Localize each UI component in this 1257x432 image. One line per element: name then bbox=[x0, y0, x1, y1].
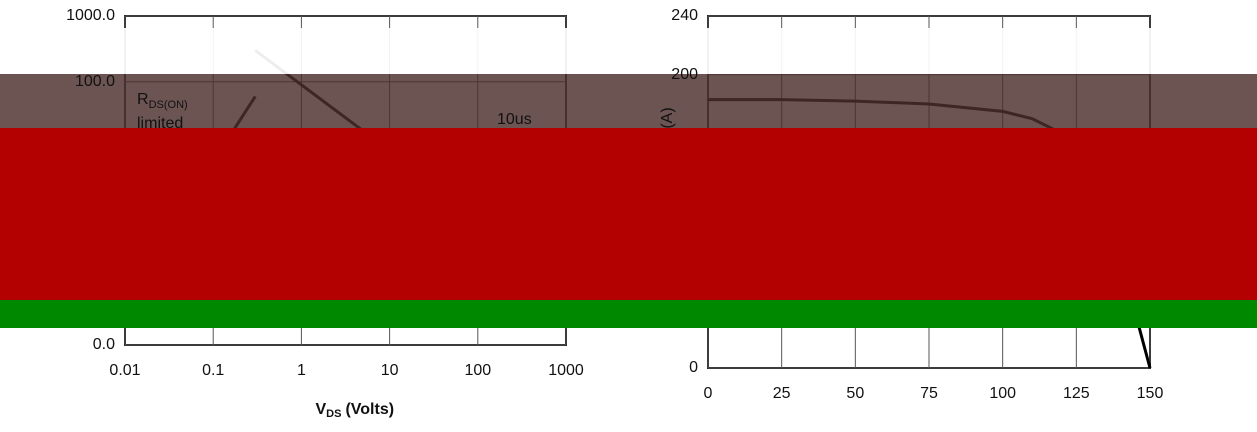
annotation-part: DS(ON) bbox=[149, 99, 188, 111]
y-tick-label: 1000.0 bbox=[66, 7, 115, 24]
annotation-part: R bbox=[137, 91, 149, 108]
glitch-bands bbox=[0, 28, 1257, 328]
glitch-dark bbox=[0, 74, 1257, 128]
annotation: 10us bbox=[497, 111, 532, 128]
y-tick-label: 100.0 bbox=[75, 73, 115, 90]
y-tick-label: 240 bbox=[671, 7, 698, 24]
x-axis-label-part: DS bbox=[326, 408, 341, 420]
glitch-white bbox=[0, 28, 1257, 74]
x-tick-label: 1000 bbox=[548, 362, 584, 379]
y-tick-label: 200 bbox=[671, 66, 698, 83]
x-axis-label: VDS (Volts) bbox=[316, 401, 395, 420]
glitch-red bbox=[0, 128, 1257, 302]
x-tick-label: 0 bbox=[704, 385, 713, 402]
x-tick-label: 50 bbox=[846, 385, 864, 402]
x-tick-label: 0.1 bbox=[202, 362, 224, 379]
y-tick-label: 0 bbox=[689, 359, 698, 376]
x-axis-label-part: (Volts) bbox=[345, 401, 394, 418]
y-axis-label: (A) bbox=[659, 107, 676, 128]
glitch-green bbox=[0, 300, 1257, 328]
x-tick-label: 100 bbox=[464, 362, 491, 379]
x-tick-label: 0.01 bbox=[109, 362, 140, 379]
x-tick-label: 1 bbox=[297, 362, 306, 379]
x-tick-label: 100 bbox=[989, 385, 1016, 402]
x-tick-label: 125 bbox=[1063, 385, 1090, 402]
annotation: RDS(ON) bbox=[137, 91, 188, 111]
x-tick-label: 25 bbox=[773, 385, 791, 402]
annotation: limited bbox=[137, 115, 183, 132]
x-axis-label-part: V bbox=[316, 401, 327, 418]
x-tick-label: 150 bbox=[1137, 385, 1164, 402]
y-tick-label: 0.0 bbox=[93, 336, 115, 353]
x-tick-label: 75 bbox=[920, 385, 938, 402]
x-tick-label: 10 bbox=[381, 362, 399, 379]
